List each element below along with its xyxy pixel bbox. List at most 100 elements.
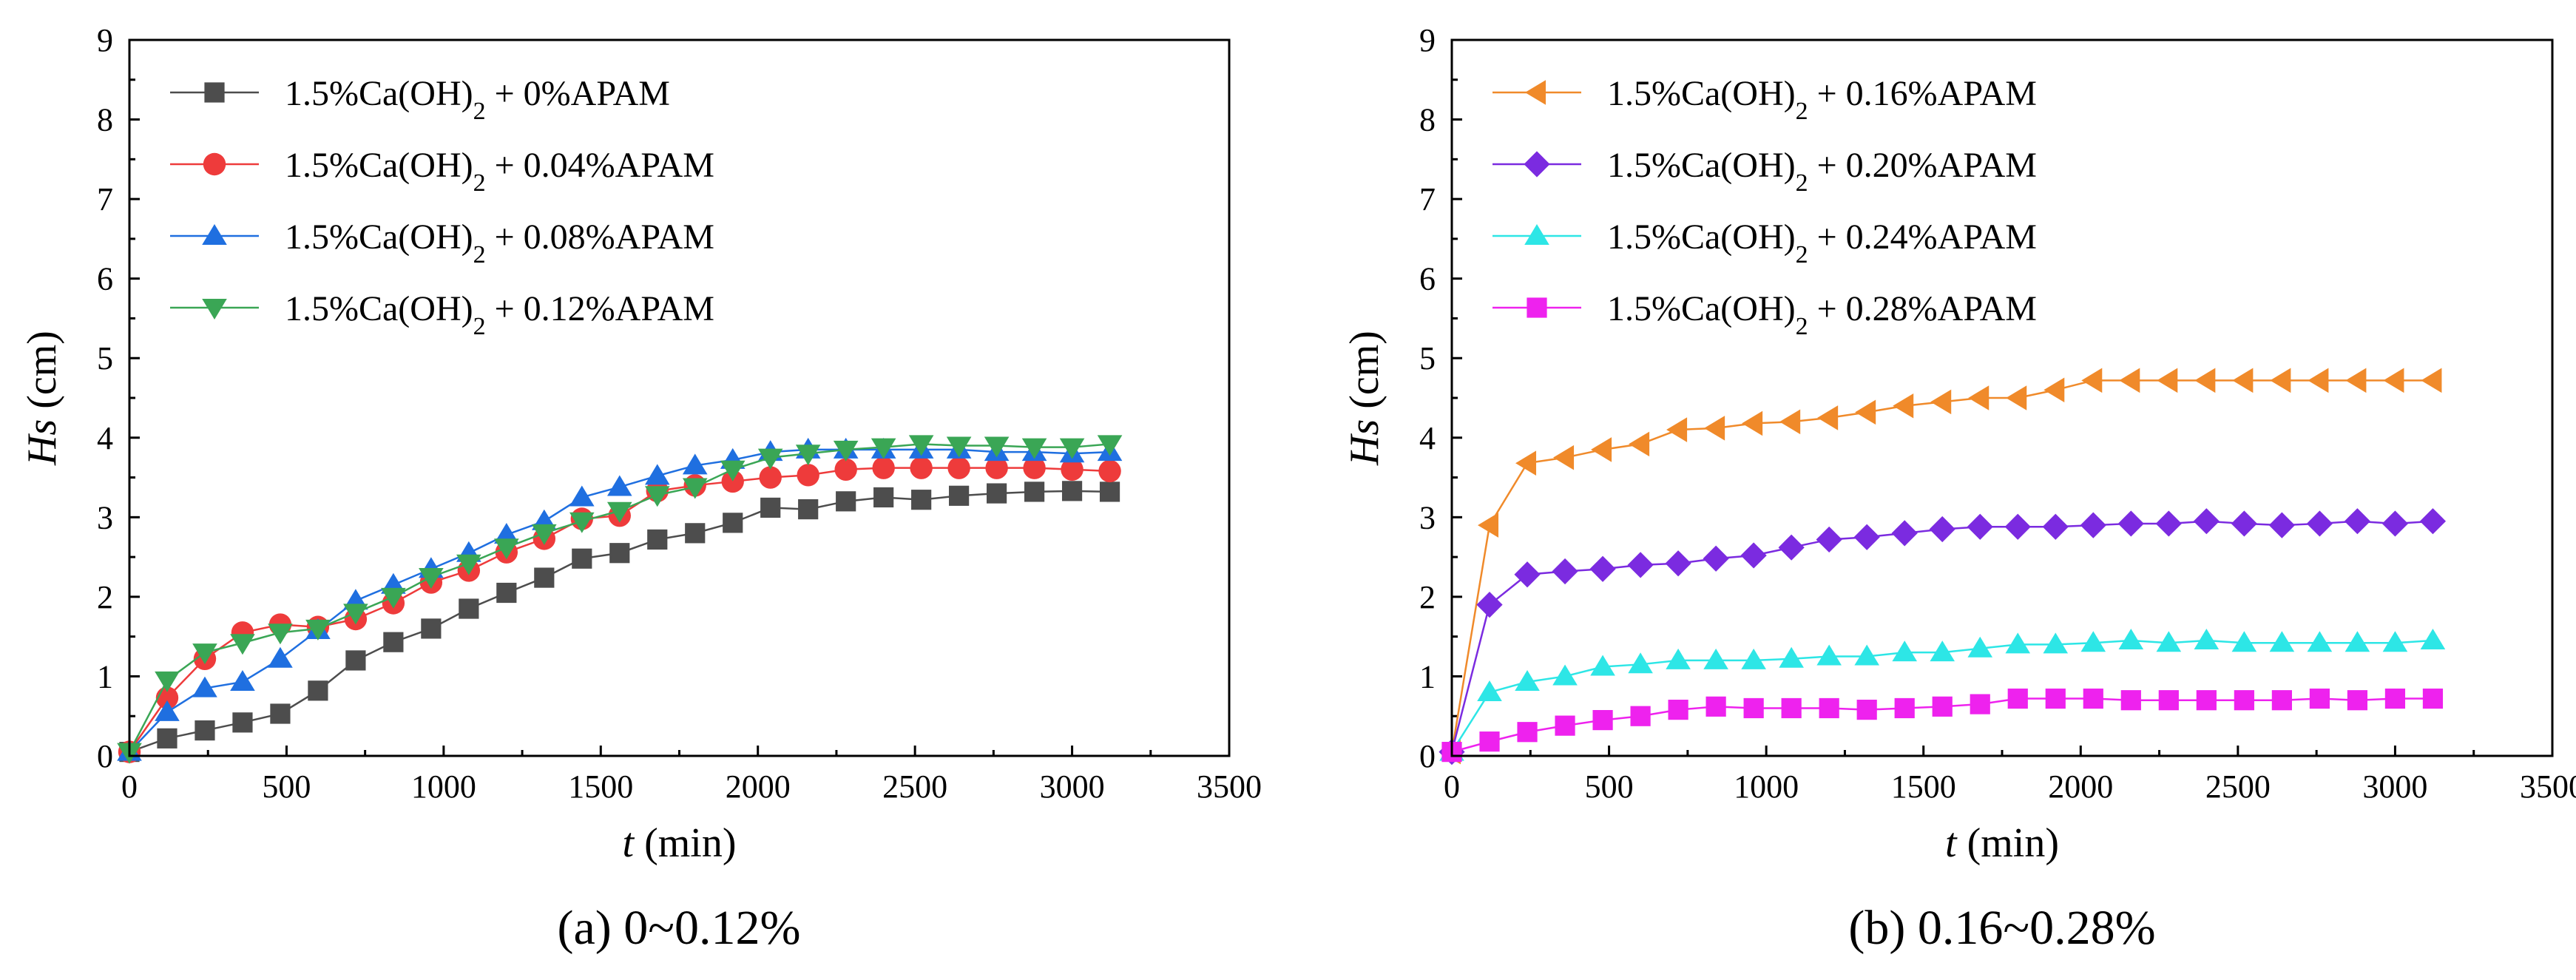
data-point [2120,690,2141,711]
data-point [1817,405,1839,430]
data-point [1515,669,1540,691]
legend-entry: 1.5%Ca(OH)2 + 0.16%APAM [1492,74,2037,125]
data-point [1743,697,1764,719]
y-tick-label: 3 [1419,499,1436,535]
y-tick-label: 9 [97,22,113,58]
y-tick-label: 3 [97,499,113,535]
x-tick-label: 500 [262,768,311,805]
x-tick-label: 3000 [2362,768,2427,805]
data-point [1892,641,1918,662]
data-point [2382,631,2408,652]
y-tick-label: 8 [97,102,113,138]
legend-label: 1.5%Ca(OH)2 + 0.20%APAM [1607,146,2037,197]
data-point [1779,646,1804,668]
data-point [2158,690,2179,711]
data-point [1553,445,1575,470]
x-tick-label: 2000 [726,768,791,805]
legend: 1.5%Ca(OH)2 + 0.16%APAM 1.5%Ca(OH)2 + 0.2… [1492,74,2037,340]
data-point [2004,513,2031,540]
y-tick-label: 7 [97,181,113,217]
legend: 1.5%Ca(OH)2 + 0%APAM 1.5%Ca(OH)2 + 0.04%A… [170,74,714,340]
legend-marker [202,224,227,245]
data-point [682,453,708,475]
axis-ticks: 0 500 1000 1500 2000 2500 3000 3500 0 1 2 3 4 5 6 7 8 9 [97,22,1262,805]
data-point [2080,631,2106,652]
series-3 [1439,629,2446,761]
legend-entry: 1.5%Ca(OH)2 + 0.12%APAM [170,289,714,340]
data-point [872,456,895,479]
axis-ticks: 0 500 1000 1500 2000 2500 3000 3500 0 1 2 3 4 5 6 7 8 9 [1419,22,2576,805]
data-point [760,497,781,518]
data-point [1705,696,1726,717]
x-tick-label: 1500 [1891,768,1956,805]
data-point [2345,631,2370,652]
y-tick-label: 4 [97,420,113,456]
data-point [647,529,668,550]
data-point [2234,690,2254,711]
data-point [721,470,744,493]
x-tick-label: 3500 [2520,768,2576,805]
y-tick-label: 6 [1419,261,1436,297]
data-point [1021,438,1047,459]
legend-entry: 1.5%Ca(OH)2 + 0.24%APAM [1492,217,2037,268]
data-point [2420,629,2446,650]
chart-panel-b: 0 500 1000 1500 2000 2500 3000 3500 0 1 2 3 4 5 6 7 8 9 1.… [1342,22,2576,955]
data-point [2155,510,2182,537]
data-point [1854,644,1879,666]
data-point [496,582,517,604]
y-axis-label: Hs (cm) [1342,331,1387,466]
data-point [230,669,255,691]
data-point [1853,524,1880,550]
data-point [2043,377,2065,403]
legend-marker [202,299,227,320]
y-tick-label: 2 [1419,579,1436,615]
legend-label: 1.5%Ca(OH)2 + 0.24%APAM [1607,217,2037,268]
data-point [2268,512,2295,538]
data-point [2308,368,2329,393]
x-tick-label: 500 [1585,768,1634,805]
data-point [2270,368,2291,393]
data-point [1742,410,1763,436]
series-4 [117,435,1123,764]
data-point [459,598,479,619]
legend-entry: 1.5%Ca(OH)2 + 0.08%APAM [170,217,714,268]
data-point [606,475,632,496]
legend-label: 1.5%Ca(OH)2 + 0.08%APAM [285,217,714,268]
data-point [1061,458,1084,481]
y-tick-label: 0 [97,738,113,774]
x-tick-label: 0 [121,768,138,805]
data-point [192,643,217,665]
legend-entry: 1.5%Ca(OH)2 + 0.20%APAM [1492,146,2037,197]
data-point [1703,648,1728,669]
data-point [606,501,632,523]
data-point [644,464,670,485]
data-point [798,499,819,520]
data-point [759,466,782,489]
data-point [569,512,595,533]
data-point [1778,534,1805,561]
data-point [1967,636,1993,658]
data-point [232,712,253,733]
data-point [1893,393,1914,419]
y-tick-label: 0 [1419,738,1436,774]
data-point [795,445,821,466]
data-point [2196,690,2217,711]
data-point [2045,688,2066,709]
data-point [1741,648,1766,669]
data-point [757,448,783,470]
caption-a: (a) 0~0.12% [558,901,801,955]
plot-frame [128,38,1231,757]
data-point [192,676,217,697]
data-point [1479,731,1500,752]
data-point [833,440,859,462]
data-point [2307,631,2333,652]
y-tick-label: 8 [1419,102,1436,138]
data-point [419,568,444,589]
chart-panel-a: 0 500 1000 1500 2000 2500 3000 3500 0 1 2 3 4 5 6 7 8 9 1.… [19,22,1262,955]
plot-frame [1450,38,2554,757]
x-tick-label: 2500 [2205,768,2271,805]
legend-label: 1.5%Ca(OH)2 + 0.12%APAM [285,289,714,340]
data-point [1779,409,1801,435]
data-point [1891,520,1918,547]
data-point [1591,437,1612,462]
